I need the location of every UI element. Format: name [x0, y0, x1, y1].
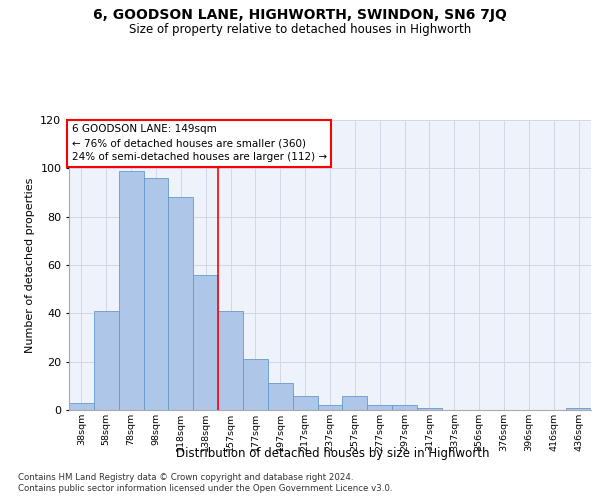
- Bar: [566, 408, 591, 410]
- Bar: [392, 405, 417, 410]
- Bar: [293, 396, 317, 410]
- Bar: [343, 396, 367, 410]
- Bar: [243, 359, 268, 410]
- Text: Size of property relative to detached houses in Highworth: Size of property relative to detached ho…: [129, 22, 471, 36]
- Text: Contains public sector information licensed under the Open Government Licence v3: Contains public sector information licen…: [18, 484, 392, 493]
- Bar: [169, 198, 193, 410]
- Y-axis label: Number of detached properties: Number of detached properties: [25, 178, 35, 352]
- Bar: [218, 311, 243, 410]
- Text: 6, GOODSON LANE, HIGHWORTH, SWINDON, SN6 7JQ: 6, GOODSON LANE, HIGHWORTH, SWINDON, SN6…: [93, 8, 507, 22]
- Text: Distribution of detached houses by size in Highworth: Distribution of detached houses by size …: [176, 448, 490, 460]
- Bar: [268, 384, 293, 410]
- Bar: [193, 274, 218, 410]
- Bar: [417, 408, 442, 410]
- Bar: [69, 403, 94, 410]
- Bar: [94, 311, 119, 410]
- Bar: [367, 405, 392, 410]
- Bar: [143, 178, 169, 410]
- Text: Contains HM Land Registry data © Crown copyright and database right 2024.: Contains HM Land Registry data © Crown c…: [18, 472, 353, 482]
- Bar: [119, 171, 143, 410]
- Bar: [317, 405, 343, 410]
- Text: 6 GOODSON LANE: 149sqm
← 76% of detached houses are smaller (360)
24% of semi-de: 6 GOODSON LANE: 149sqm ← 76% of detached…: [71, 124, 327, 162]
